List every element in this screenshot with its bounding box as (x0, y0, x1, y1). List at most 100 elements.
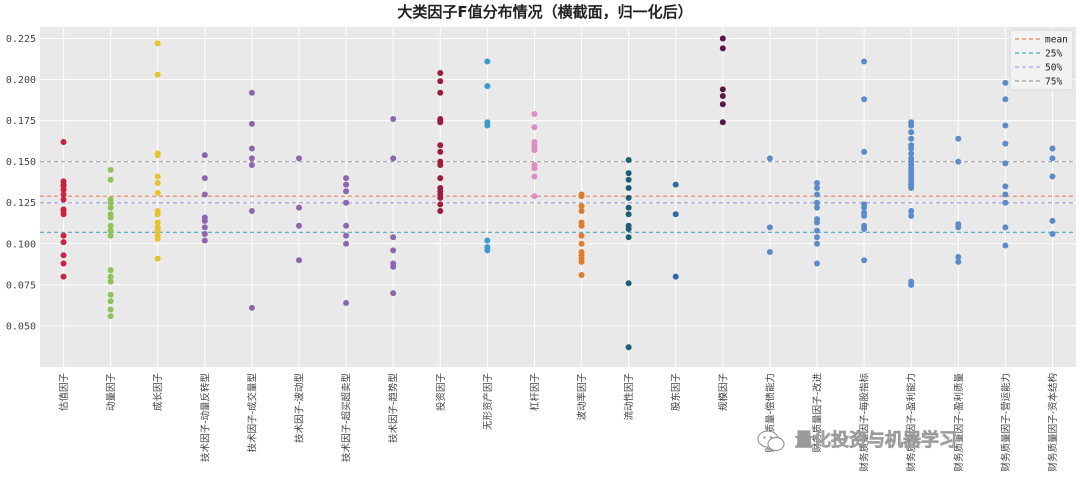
data-point (484, 237, 491, 244)
data-point (814, 240, 820, 247)
x-axis: 估值因子 动量因子 成长因子 技术因子-动量反转型 技术因子-成交量型 技术因子-波动型 技… (58, 373, 1059, 472)
data-point (625, 211, 632, 218)
x-tick-label: 财务质量因子-盈利能力 (906, 373, 918, 471)
data-point (861, 257, 868, 264)
data-point (814, 184, 820, 191)
data-point (437, 207, 444, 214)
data-point (201, 230, 208, 237)
data-point (60, 239, 67, 246)
data-point (908, 150, 915, 157)
x-tick-label: 技术因子-趋势型 (388, 373, 400, 443)
data-point (1049, 217, 1056, 224)
watermark: 量化投资与机器学习 (757, 429, 957, 452)
data-point (60, 273, 67, 280)
data-point (766, 224, 773, 231)
data-point (625, 204, 632, 211)
data-point (296, 204, 302, 211)
data-point (296, 222, 302, 229)
legend-label: 25% (1045, 49, 1062, 60)
data-point (343, 199, 350, 206)
x-tick-label: 估值因子 (58, 373, 70, 412)
data-point (107, 278, 114, 285)
data-point (955, 253, 962, 260)
data-point (60, 196, 67, 203)
data-point (343, 175, 350, 182)
data-point (60, 232, 67, 239)
data-point (908, 207, 915, 214)
data-point (107, 176, 114, 183)
data-point (437, 194, 444, 201)
data-point (154, 227, 161, 234)
x-tick-label: 财务质量因子-营运能力 (1000, 373, 1012, 471)
x-tick-label: 财务质量因子-资本结构 (1047, 373, 1059, 471)
data-point (719, 86, 726, 93)
data-point (814, 234, 820, 241)
data-point (908, 122, 915, 129)
data-point (1002, 96, 1009, 103)
data-point (201, 175, 208, 182)
data-point (531, 193, 538, 200)
data-point (578, 272, 585, 279)
x-tick-label: 财务质量因子-每股指标 (859, 373, 871, 472)
data-point (578, 240, 585, 247)
data-point (437, 175, 444, 182)
data-point (672, 211, 679, 218)
data-point (578, 258, 585, 265)
data-point (343, 181, 350, 188)
data-point (248, 155, 255, 162)
data-point (861, 148, 868, 155)
data-point (625, 234, 632, 241)
data-point (343, 222, 350, 229)
data-point (814, 260, 820, 267)
data-point (107, 204, 114, 211)
data-point (107, 232, 114, 239)
data-point (578, 193, 585, 200)
y-tick-label: 0.075 (6, 280, 36, 291)
data-point (107, 306, 114, 313)
wechat-icon (757, 430, 785, 452)
data-point (343, 188, 350, 195)
chart-title: 大类因子F值分布情况（横截面，归一化后） (397, 3, 692, 21)
legend-label: mean (1045, 35, 1068, 46)
data-point (154, 152, 161, 159)
data-point (107, 298, 114, 305)
data-point (107, 166, 114, 173)
data-point (625, 226, 632, 233)
data-point (437, 69, 444, 76)
data-point (719, 101, 726, 108)
data-point (578, 222, 585, 229)
data-point (484, 58, 491, 65)
data-point (625, 280, 632, 287)
x-tick-label: 技术因子-动量反转型 (199, 373, 211, 462)
data-point (296, 257, 302, 264)
data-point (154, 180, 161, 187)
data-point (248, 120, 255, 127)
data-point (107, 199, 114, 206)
data-point (484, 83, 491, 90)
data-point (107, 291, 114, 298)
data-point (672, 181, 679, 188)
data-point (248, 89, 255, 96)
data-point (343, 240, 350, 247)
data-point (107, 214, 114, 221)
data-point (625, 184, 632, 191)
data-point (343, 299, 350, 306)
legend-box (1009, 29, 1074, 91)
data-point (861, 96, 868, 103)
data-point (814, 204, 820, 211)
data-point (390, 115, 397, 122)
data-point (60, 191, 67, 198)
data-point (484, 122, 491, 129)
data-point (154, 71, 161, 78)
y-tick-label: 0.150 (6, 157, 36, 168)
data-point (814, 219, 820, 226)
data-point (107, 222, 114, 229)
legend-label: 75% (1045, 77, 1062, 88)
data-point (1002, 199, 1009, 206)
plot-area (40, 27, 1076, 367)
data-point (1002, 140, 1009, 147)
data-point (908, 281, 915, 288)
data-point (908, 145, 915, 152)
data-point (60, 211, 67, 218)
y-tick-label: 0.225 (6, 34, 36, 45)
